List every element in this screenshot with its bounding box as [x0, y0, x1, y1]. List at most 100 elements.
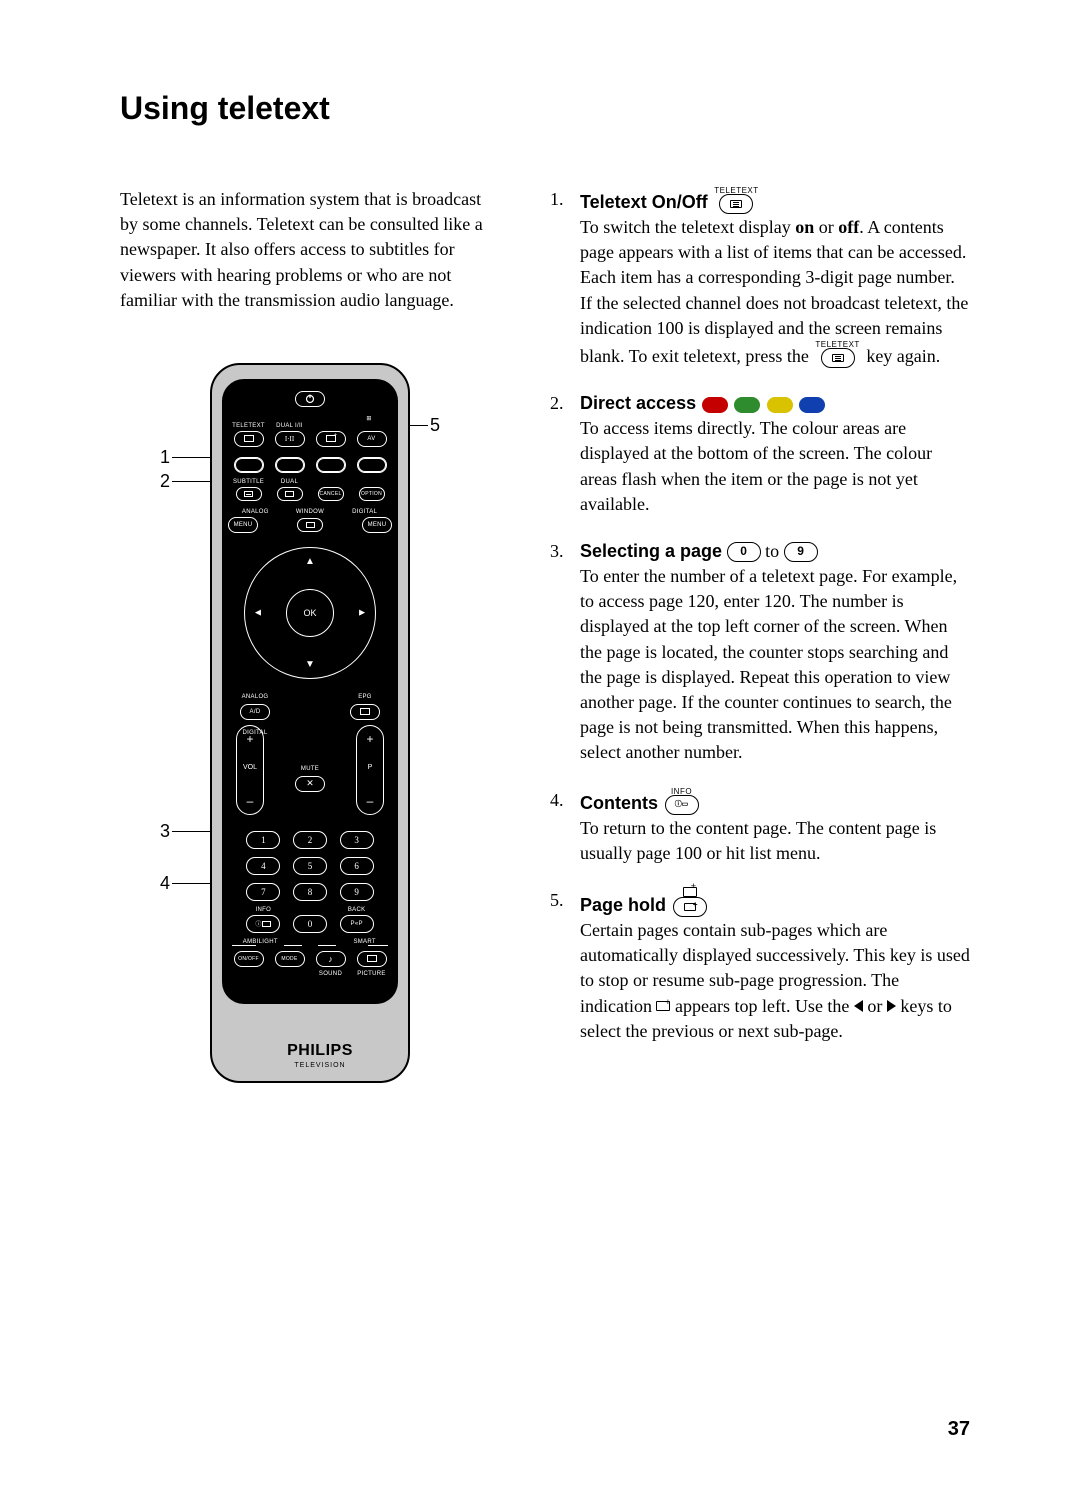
remote-brand: PHILIPS TELEVISION	[222, 1042, 418, 1069]
key-0-oval: 0	[727, 542, 761, 562]
callout-5: 5	[430, 415, 440, 436]
key-8: 8	[293, 883, 327, 901]
ok-button: OK	[286, 589, 334, 637]
key-6: 6	[340, 857, 374, 875]
btn-picture	[357, 951, 387, 967]
callout-1: 1	[160, 447, 170, 468]
btn-blue	[357, 457, 387, 473]
key-5: 5	[293, 857, 327, 875]
nav-ring: ▲ ▼ ◄ ► OK	[244, 547, 376, 679]
arrow-up-icon: ▲	[305, 556, 315, 567]
btn-ad: A/D	[240, 704, 270, 720]
label-mute: MUTE	[301, 766, 319, 772]
arrow-down-icon: ▼	[305, 659, 315, 670]
intro-paragraph: Teletext is an information system that i…	[120, 187, 500, 313]
vol-rocker: + VOL –	[236, 725, 264, 815]
key-3: 3	[340, 831, 374, 849]
key-0: 0	[293, 915, 327, 933]
remote-inner: ⊞ TELETEXT DUAL I/II I·II +	[222, 379, 398, 1004]
btn-teletext	[234, 431, 264, 447]
btn-dual2	[277, 487, 303, 501]
label-dual: DUAL I/II	[273, 423, 307, 429]
btn-onoff: ON/OFF	[234, 951, 264, 967]
hold-glyph-above	[683, 887, 697, 897]
key-1: 1	[246, 831, 280, 849]
btn-yellow	[316, 457, 346, 473]
btn-back: P«P	[340, 915, 374, 933]
btn-hold: +	[316, 431, 346, 447]
btn-epg	[350, 704, 380, 720]
item-selecting-page: Selecting a page 0 to 9 To enter the num…	[550, 539, 970, 766]
teletext-key-icon-2	[821, 348, 855, 368]
power-button	[295, 391, 325, 407]
btn-subtitle	[236, 487, 262, 501]
arrow-right-icon: ►	[357, 607, 367, 618]
arrow-left-icon: ◄	[253, 607, 263, 618]
teletext-key-icon	[719, 194, 753, 214]
key-2: 2	[293, 831, 327, 849]
label-picture: PICTURE	[355, 971, 389, 977]
btn-analog-menu: MENU	[228, 517, 258, 533]
label-info: INFO	[246, 907, 280, 913]
item-contents: Contents INFO ⓘ▭ To return to the conten…	[550, 788, 970, 866]
instruction-list: Teletext On/Off TELETEXT To switch the t…	[550, 187, 970, 1044]
btn-window	[297, 518, 323, 532]
manual-page: Using teletext Teletext is an informatio…	[0, 0, 1080, 1491]
prog-rocker: + P –	[356, 725, 384, 815]
info-key-icon: ⓘ▭	[665, 795, 699, 815]
remote-diagram: 1 2 3 4 5	[120, 363, 500, 1083]
item-direct-access: Direct access To access items directly. …	[550, 391, 970, 517]
right-column: Teletext On/Off TELETEXT To switch the t…	[550, 187, 970, 1083]
btn-option: OPTION	[359, 487, 385, 501]
key-9: 9	[340, 883, 374, 901]
color-red	[702, 397, 728, 413]
btn-mode: MODE	[275, 951, 305, 967]
teletext-key-stack-2: TELETEXT	[815, 341, 859, 369]
left-column: Teletext is an information system that i…	[120, 187, 500, 1083]
btn-green	[275, 457, 305, 473]
btn-info: ⓘ	[246, 915, 280, 933]
two-column-layout: Teletext is an information system that i…	[120, 187, 970, 1083]
btn-red	[234, 457, 264, 473]
btn-av: AV	[357, 431, 387, 447]
teletext-key-stack: TELETEXT	[714, 187, 758, 215]
hold-icon-label: ⊞	[352, 415, 386, 422]
info-key-stack: INFO ⓘ▭	[665, 788, 699, 816]
label-digital: DIGITAL	[345, 509, 385, 515]
label-window: WINDOW	[290, 509, 330, 515]
callout-4: 4	[160, 873, 170, 894]
hold-key-stack: +	[673, 888, 707, 918]
label-analog2: ANALOG	[242, 694, 269, 700]
callout-3: 3	[160, 821, 170, 842]
label-analog: ANALOG	[235, 509, 275, 515]
label-teletext: TELETEXT	[232, 423, 266, 429]
label-sound: SOUND	[314, 971, 348, 977]
page-title: Using teletext	[120, 90, 970, 127]
power-icon	[305, 394, 315, 404]
btn-sound: ♪	[316, 951, 346, 967]
key-7: 7	[246, 883, 280, 901]
btn-mute: ✕	[295, 776, 325, 792]
page-number: 37	[948, 1418, 970, 1441]
btn-cancel: CANCEL	[318, 487, 344, 501]
label-dual2: DUAL	[273, 479, 307, 485]
label-epg: EPG	[358, 694, 372, 700]
color-yellow	[767, 397, 793, 413]
callout-2: 2	[160, 471, 170, 492]
arrow-left-glyph	[854, 1000, 863, 1012]
key-4: 4	[246, 857, 280, 875]
remote-body: ⊞ TELETEXT DUAL I/II I·II +	[210, 363, 410, 1083]
label-back: BACK	[340, 907, 374, 913]
color-blue	[799, 397, 825, 413]
brand-sub: TELEVISION	[222, 1062, 418, 1069]
brand-name: PHILIPS	[222, 1042, 418, 1060]
btn-dual: I·II	[275, 431, 305, 447]
arrow-right-glyph	[887, 1000, 896, 1012]
key-9-oval: 9	[784, 542, 818, 562]
hold-key-icon: +	[673, 897, 707, 917]
item-teletext-onoff: Teletext On/Off TELETEXT To switch the t…	[550, 187, 970, 369]
hold-glyph-inline	[656, 1001, 670, 1011]
btn-digital-menu: MENU	[362, 517, 392, 533]
color-green	[734, 397, 760, 413]
label-subtitle: SUBTITLE	[232, 479, 266, 485]
